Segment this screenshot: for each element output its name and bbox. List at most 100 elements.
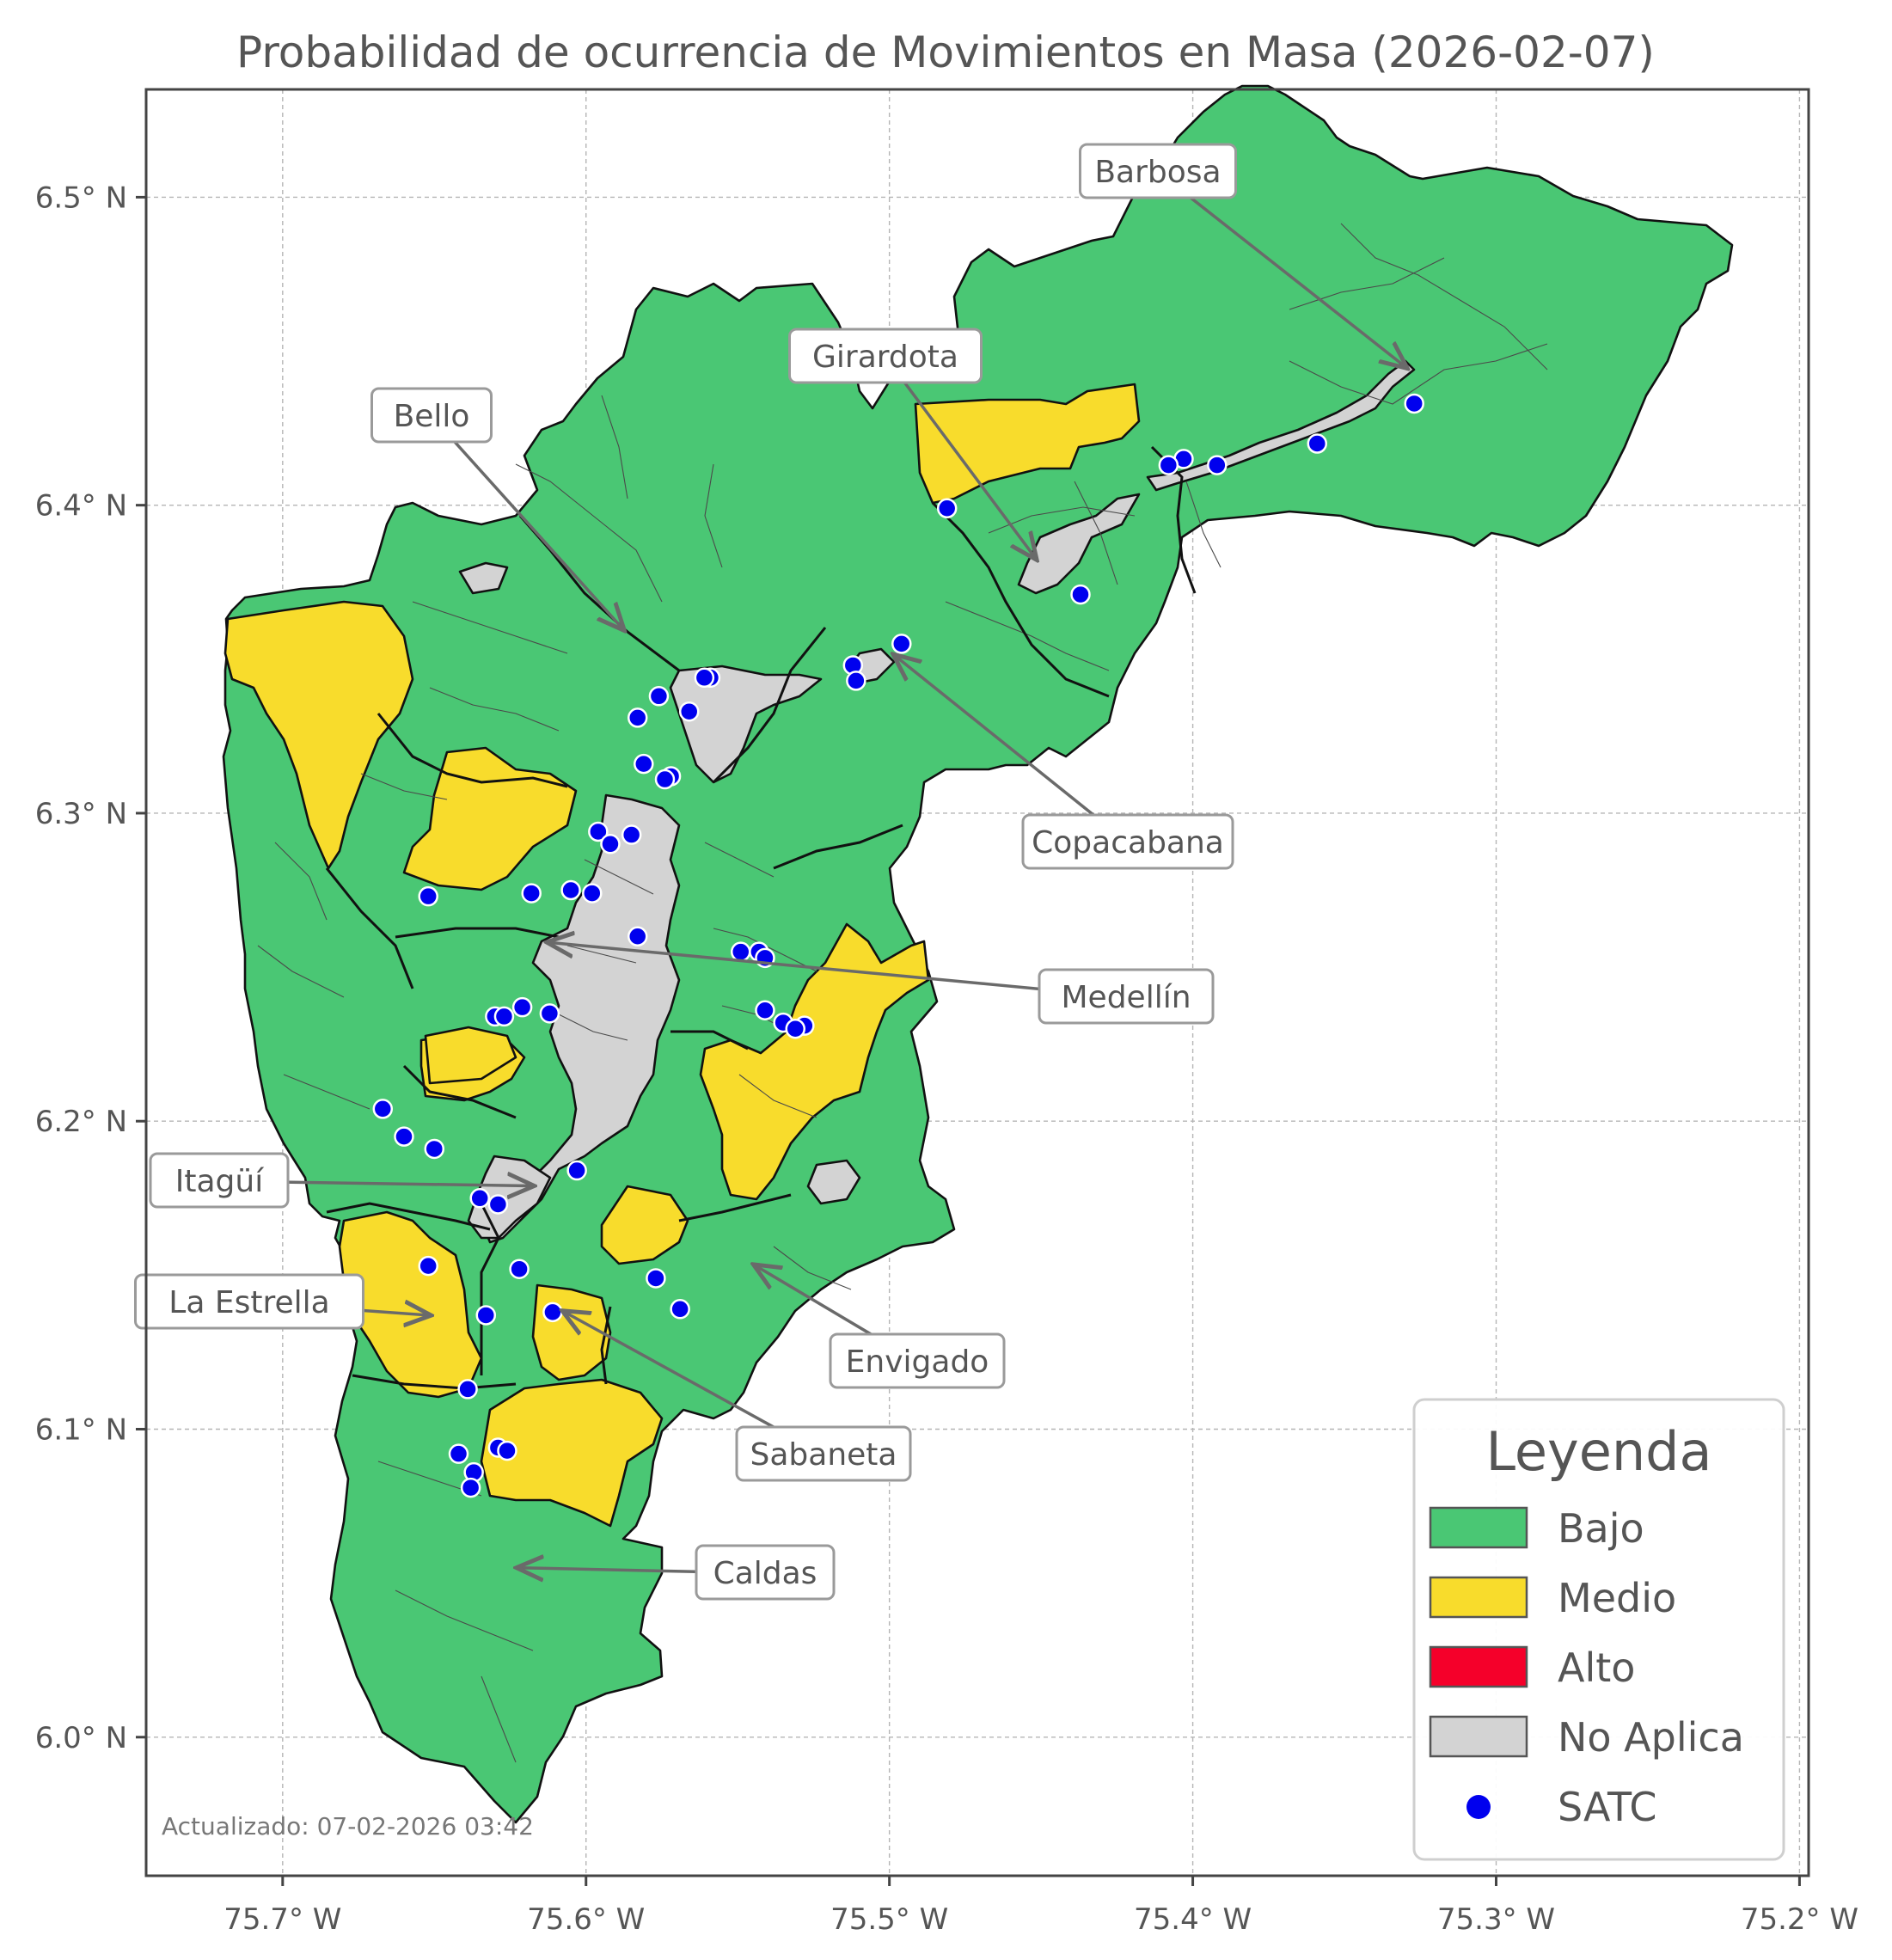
region-no-aplica-girardota xyxy=(1017,493,1141,595)
y-tick-label: 6.1° N xyxy=(35,1413,127,1448)
legend-label-medio: Medio xyxy=(1558,1575,1676,1621)
satc-station-marker xyxy=(646,1268,666,1289)
region-medio-bello-west xyxy=(402,746,578,891)
callout-arrow xyxy=(896,656,1130,844)
satc-station-marker xyxy=(418,1255,438,1277)
axes-frame xyxy=(144,88,1810,1877)
satc-station-marker xyxy=(493,1006,515,1027)
legend-swatch-bajo xyxy=(1429,1506,1528,1549)
axis-ticks: 75.7° W 75.6° W 75.5° W 75.4° W 75.3° W 75.2°… xyxy=(35,181,1858,1937)
satc-station-marker xyxy=(487,1194,509,1215)
legend-label-bajo: Bajo xyxy=(1558,1505,1644,1552)
callout-arrow xyxy=(1156,170,1405,366)
callout-medellin: Medellín xyxy=(549,942,1215,1025)
satc-station-marker xyxy=(542,1302,563,1323)
satc-station-marker xyxy=(755,1000,775,1020)
callout-arrow xyxy=(549,942,1127,999)
x-tick-label: 75.3° W xyxy=(1437,1902,1555,1937)
x-tick-label: 75.7° W xyxy=(223,1902,341,1937)
satc-station-marker xyxy=(785,1018,805,1039)
satc-station-marker xyxy=(936,498,958,519)
callout-caldas: Caldas xyxy=(519,1544,836,1601)
legend-label-alto: Alto xyxy=(1558,1645,1635,1691)
satc-station-marker xyxy=(418,885,438,907)
callout-box xyxy=(735,1425,912,1482)
satc-station-marker xyxy=(1404,393,1424,414)
satc-station-marker xyxy=(678,701,700,722)
map-legend: Leyenda Bajo Medio Alto No Aplica SATC xyxy=(1412,1398,1785,1861)
satc-station-marker xyxy=(588,821,609,842)
callout-label: Sabaneta xyxy=(750,1437,897,1473)
callout-sabaneta: Sabaneta xyxy=(565,1312,912,1482)
satc-station-marker xyxy=(566,1160,587,1181)
satc-station-marker xyxy=(891,634,912,654)
callout-barbosa: Barbosa xyxy=(1079,143,1405,366)
legend-swatch-satc xyxy=(1466,1795,1491,1819)
callout-label: Itagüí xyxy=(175,1164,264,1199)
satc-station-marker xyxy=(582,883,603,903)
satc-station-marker xyxy=(448,1443,469,1464)
satc-station-marker xyxy=(846,671,866,691)
region-medio-caldas xyxy=(480,1378,664,1528)
callout-label: Barbosa xyxy=(1094,155,1221,190)
callout-box xyxy=(788,328,983,384)
callout-copacabana: Copacabana xyxy=(896,656,1234,870)
x-tick-label: 75.2° W xyxy=(1741,1902,1858,1937)
satc-station-marker xyxy=(1070,584,1091,605)
callout-box xyxy=(695,1544,836,1601)
satc-station-marker xyxy=(394,1126,414,1147)
region-medio-sabaneta xyxy=(600,1185,689,1265)
callout-envigado: Envigado xyxy=(756,1266,1006,1389)
callout-arrow xyxy=(884,355,1035,558)
map-title: Probabilidad de ocurrencia de Movimiento… xyxy=(236,28,1655,77)
callout-label: Copacabana xyxy=(1032,825,1224,861)
region-medio-west xyxy=(223,600,414,870)
region-medio-near-medellin xyxy=(424,1026,517,1085)
satc-station-marker xyxy=(654,769,676,790)
callout-bello: Bello xyxy=(370,387,623,628)
callout-label: La Estrella xyxy=(168,1285,329,1320)
x-tick-label: 75.4° W xyxy=(1134,1902,1252,1937)
satc-station-marker xyxy=(460,1477,481,1498)
satc-station-marker xyxy=(730,941,751,962)
satc-station-marker xyxy=(1158,455,1179,475)
satc-station-marker xyxy=(694,667,715,689)
legend-swatch-medio xyxy=(1429,1576,1528,1619)
callout-la-estrella: La Estrella xyxy=(134,1273,429,1330)
legend-items: Bajo Medio Alto No Aplica SATC xyxy=(1429,1505,1744,1830)
satc-station-marker xyxy=(539,1003,560,1024)
satc-station-marker xyxy=(424,1138,445,1160)
y-tick-label: 6.4° N xyxy=(35,489,127,524)
satc-station-marker xyxy=(670,1299,690,1320)
satc-stations xyxy=(372,393,1424,1498)
municipality-callouts: Barbosa Girardota Bello Copacabana Medellín I… xyxy=(134,143,1405,1601)
region-medio-envigado xyxy=(699,922,930,1201)
legend-label-no-aplica: No Aplica xyxy=(1558,1714,1744,1761)
y-tick-label: 6.0° N xyxy=(35,1721,127,1755)
region-no-aplica-bello xyxy=(669,665,823,784)
satc-station-marker xyxy=(600,834,621,854)
region-polygons xyxy=(222,84,1734,1824)
internal-boundaries xyxy=(257,223,1548,1763)
satc-station-marker xyxy=(634,753,654,775)
satc-station-marker xyxy=(1307,433,1328,454)
callout-box xyxy=(1038,968,1215,1025)
x-tick-label: 75.5° W xyxy=(830,1902,948,1937)
satc-station-marker xyxy=(497,1440,517,1461)
y-tick-label: 6.5° N xyxy=(35,181,127,215)
region-no-aplica-envigado xyxy=(806,1159,861,1205)
callout-label: Medellín xyxy=(1061,980,1191,1015)
region-no-aplica-bello-north xyxy=(458,561,509,595)
callout-label: Caldas xyxy=(713,1556,817,1591)
callout-itagui: Itagüí xyxy=(149,1152,531,1209)
y-tick-label: 6.2° N xyxy=(35,1105,127,1139)
satc-station-marker xyxy=(648,686,670,707)
satc-station-marker xyxy=(627,926,648,947)
legend-swatch-alto xyxy=(1429,1645,1528,1688)
legend-swatch-no-aplica xyxy=(1429,1715,1528,1758)
satc-station-marker xyxy=(560,879,581,901)
callout-box xyxy=(370,387,493,444)
callout-girardota: Girardota xyxy=(788,328,1036,558)
callout-box xyxy=(1021,813,1234,870)
